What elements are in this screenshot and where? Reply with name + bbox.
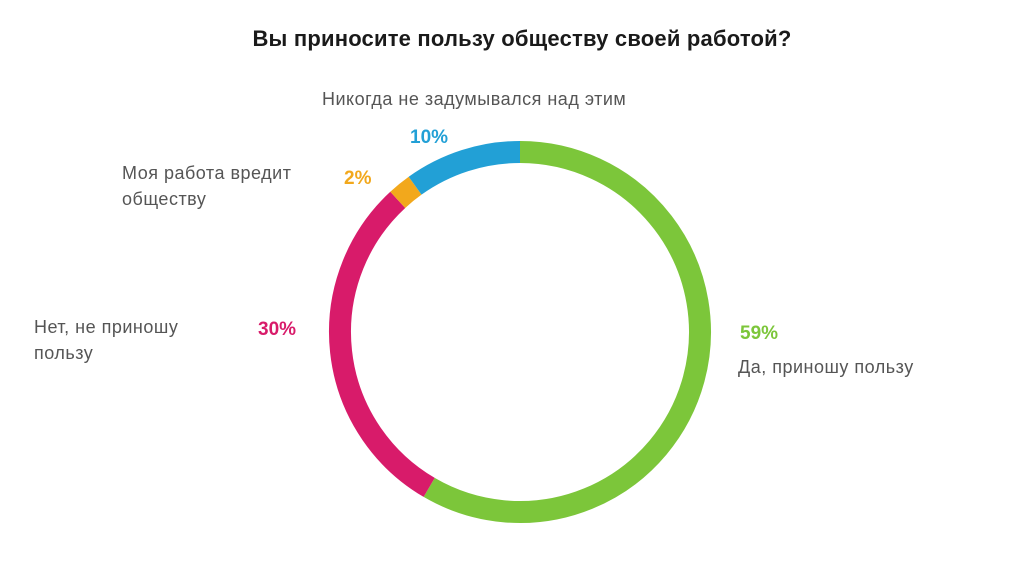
slice-category-label: Да, приношу пользу <box>738 357 914 377</box>
slice-category-label: Никогда не задумывался над этим <box>322 89 627 109</box>
ring-slice <box>423 141 711 523</box>
chart-title: Вы приносите пользу обществу своей работ… <box>252 26 792 51</box>
slice-category-label: Нет, не приношу пользу <box>34 317 179 363</box>
slice-value-label: 59% <box>740 323 779 344</box>
slice-value-label: 30% <box>258 319 297 340</box>
ring-slice <box>390 176 422 209</box>
slice-category-label: Моя работа вредит обществу <box>122 163 292 209</box>
ring-slice <box>329 191 435 497</box>
slice-value-label: 10% <box>410 127 449 148</box>
ring-slices <box>329 141 711 523</box>
slice-value-label: 2% <box>344 168 372 189</box>
ring-slice <box>408 141 521 195</box>
